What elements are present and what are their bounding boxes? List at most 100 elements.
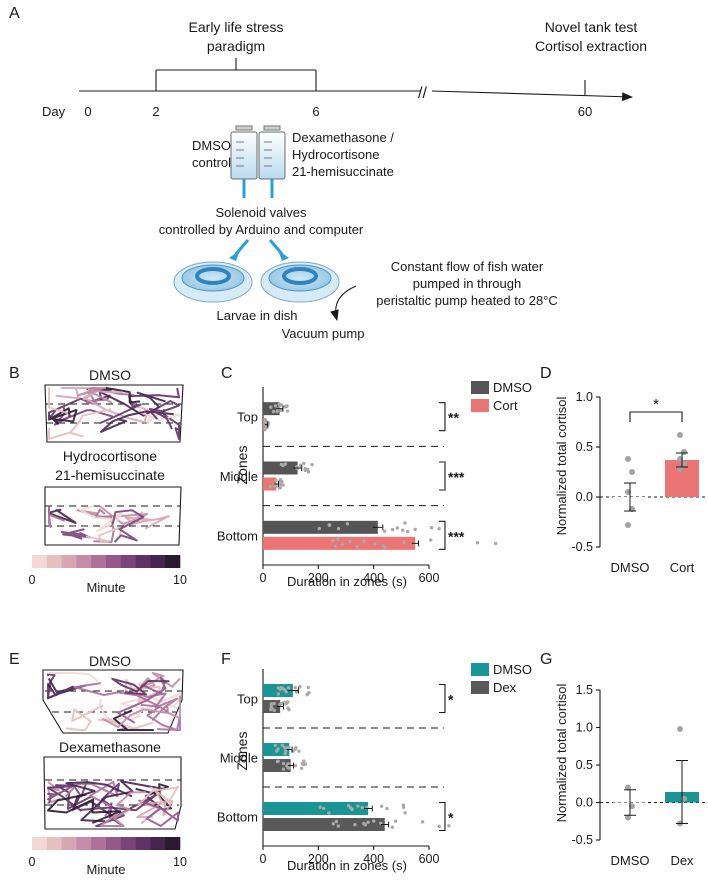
- chart-g: Normalized total cortisol 1.5 1.0 0.5 0.0 -0…: [554, 683, 708, 868]
- trajectory-segment: [65, 704, 104, 731]
- trajectory-segment: [99, 791, 146, 827]
- axis-break: //: [418, 85, 427, 102]
- x-tick-label: 200: [308, 571, 329, 585]
- trajectory-segment: [111, 509, 145, 543]
- data-point: [401, 805, 406, 809]
- bar: [263, 477, 277, 491]
- chart-c-xlabel: Duration in zones (s): [287, 574, 407, 589]
- x-tick-label: 600: [419, 852, 440, 866]
- trajectory-segment: [140, 703, 181, 731]
- trajectory-segment: [100, 410, 174, 433]
- data-point: [330, 538, 335, 543]
- colorbar-b-min: 0: [29, 573, 36, 587]
- data-point: [429, 538, 433, 542]
- data-point: [382, 529, 387, 533]
- data-point: [420, 820, 425, 824]
- data-point: [383, 545, 387, 549]
- data-point: [281, 767, 286, 771]
- data-point: [281, 686, 285, 691]
- colorbar-swatch: [32, 837, 48, 850]
- syringe-right-label-1: Dexamethasone /: [292, 130, 394, 145]
- flow-label-3: peristaltic pump heated to 28°C: [376, 293, 558, 308]
- data-point: [275, 409, 279, 414]
- trajectory-segment: [76, 387, 113, 404]
- data-point: [333, 544, 338, 549]
- trajectory-segment: [124, 511, 170, 530]
- colorbar-swatch: [46, 555, 62, 568]
- trajectory-segment: [47, 672, 99, 683]
- bar: [263, 818, 385, 831]
- minute-colorbar-b: [32, 555, 181, 568]
- colorbar-swatch: [150, 555, 166, 568]
- bar: [263, 684, 293, 697]
- data-point: [265, 425, 269, 430]
- legend-label: Dex: [493, 680, 517, 695]
- tick-day-60: 60: [578, 104, 592, 119]
- data-point: [429, 526, 434, 530]
- y-tick-label: 0.5: [576, 758, 593, 772]
- tank-e-dex-trajectory: [47, 780, 179, 827]
- chart-f-ylabel: Zones: [234, 732, 250, 771]
- trajectory-segment: [111, 677, 170, 696]
- colorbar-swatch: [61, 555, 77, 568]
- data-point: [293, 685, 297, 690]
- y-tick-label: -0.5: [571, 833, 593, 847]
- legend-swatch: [471, 381, 489, 394]
- colorbar-e-min: 0: [29, 855, 36, 869]
- data-point: [360, 805, 364, 810]
- data-point: [355, 544, 359, 549]
- trajectory-segment: [60, 528, 91, 540]
- trajectory-segment: [47, 673, 56, 699]
- data-point: [269, 405, 273, 409]
- data-point: [493, 541, 498, 546]
- colorbar-swatch: [165, 555, 181, 568]
- syringe-right-label-3: 21-hemisuccinate: [292, 164, 394, 179]
- data-point: [447, 824, 451, 828]
- data-point: [327, 811, 331, 815]
- stress-label-1: Early life stress: [189, 19, 284, 35]
- data-point: [390, 527, 395, 532]
- data-point: [273, 743, 277, 747]
- data-point: [393, 819, 398, 823]
- data-point: [285, 409, 290, 413]
- data-point: [340, 542, 345, 547]
- chart-f-xlabel: Duration in zones (s): [287, 858, 407, 873]
- significance-mark: *: [448, 810, 454, 826]
- data-point: [303, 468, 307, 473]
- data-point: [327, 523, 332, 527]
- data-point: [268, 485, 272, 489]
- data-point: [278, 479, 282, 483]
- x-tick-label: 200: [308, 852, 329, 866]
- data-point: [350, 807, 354, 812]
- significance-mark: **: [448, 410, 459, 426]
- data-point: [348, 539, 352, 544]
- category-label: Cort: [670, 560, 695, 575]
- data-point: [285, 746, 289, 750]
- trajectory-segment: [65, 781, 133, 809]
- tank-b-dmso-trajectory: [48, 387, 180, 440]
- data-point: [284, 690, 288, 694]
- colorbar-swatch: [120, 555, 136, 568]
- data-point: [336, 537, 340, 541]
- colorbar-swatch: [46, 837, 62, 850]
- significance-bracket: [629, 411, 683, 422]
- data-point: [298, 685, 302, 689]
- legend-label: Cort: [493, 398, 518, 413]
- vacuum-label: Vacuum pump: [282, 326, 365, 341]
- y-tick-label: -0.5: [571, 540, 593, 554]
- track-b-title-2b: 21-hemisuccinate: [55, 467, 165, 483]
- tank-e-dmso: [42, 669, 184, 734]
- data-point: [373, 542, 377, 546]
- flow-arrowhead-left: [229, 250, 240, 261]
- track-e-title-1: DMSO: [89, 653, 131, 669]
- x-tick-label: 400: [363, 571, 384, 585]
- data-point: [302, 461, 306, 466]
- syringe-right-label-2: Hydrocortisone: [292, 147, 379, 162]
- significance-bracket: [439, 801, 446, 832]
- trajectory-segment: [47, 677, 87, 700]
- track-b-title-1: DMSO: [89, 367, 131, 383]
- chart-c: Zones Duration in zones (s) 0 200 400 600 To…: [217, 380, 532, 589]
- data-point: [345, 522, 350, 526]
- trajectory-segment: [138, 799, 179, 827]
